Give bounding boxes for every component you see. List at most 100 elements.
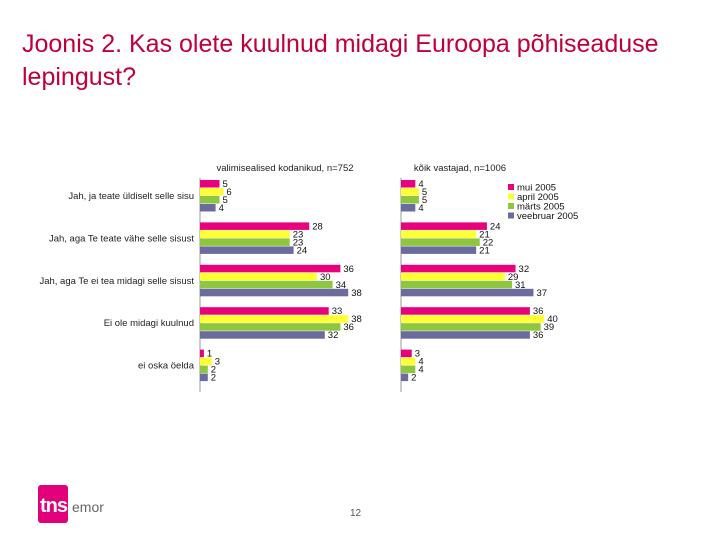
data-label: 1 (207, 349, 212, 360)
bar (200, 323, 341, 331)
bar (401, 204, 416, 212)
data-label: 3 (215, 357, 220, 368)
bar (200, 349, 204, 358)
legend-label: märts 2005 (517, 202, 565, 213)
data-label: 5 (223, 179, 228, 190)
bar (401, 188, 419, 196)
bar (401, 331, 530, 339)
bar (200, 180, 220, 188)
data-label: 32 (328, 330, 339, 341)
tns-emor-logo: tns emor (38, 485, 158, 525)
category-label: Jah, ja teate üldiselt selle sisu (68, 191, 194, 202)
bar (401, 373, 409, 382)
data-label: 5 (422, 195, 427, 206)
bar (200, 264, 341, 273)
data-label: 21 (479, 245, 490, 256)
bar (401, 288, 534, 297)
bar (200, 188, 224, 196)
category-label: Jah, aga Te teate vähe selle sisust (49, 233, 194, 244)
legend-label: april 2005 (517, 192, 559, 203)
data-label: 39 (544, 322, 555, 333)
data-label: 38 (351, 314, 362, 325)
bar (200, 365, 208, 374)
data-label: 28 (312, 221, 323, 232)
data-label: 22 (483, 237, 494, 248)
bar (401, 365, 416, 374)
bar (200, 272, 317, 281)
legend-swatch (508, 212, 514, 219)
data-label: 4 (418, 357, 423, 368)
data-label: 34 (336, 280, 347, 291)
bar (401, 180, 416, 188)
data-label: 24 (297, 245, 308, 256)
legend-label: veebruar 2005 (517, 211, 578, 222)
bar (200, 357, 212, 366)
bar (401, 230, 477, 238)
logo-mark (38, 485, 68, 523)
data-label: 32 (519, 264, 530, 275)
bar (200, 373, 208, 382)
bar (401, 349, 412, 358)
data-label: 6 (226, 187, 231, 198)
page-number: 12 (350, 508, 362, 519)
bar (200, 331, 325, 339)
data-label: 23 (293, 237, 304, 248)
data-label: 30 (320, 272, 331, 283)
bar (200, 307, 329, 315)
data-label: 5 (422, 187, 427, 198)
data-label: 29 (508, 272, 519, 283)
data-label: 4 (418, 365, 423, 376)
data-label: 21 (479, 229, 490, 240)
bar (401, 222, 487, 230)
category-label: Jah, aga Te ei tea midagi selle sisust (39, 276, 194, 287)
panel-title: kõik vastajad, n=1006 (414, 163, 506, 174)
data-label: 4 (418, 203, 423, 214)
bar (200, 204, 216, 212)
legend-swatch (508, 203, 514, 209)
data-label: 2 (211, 365, 216, 376)
data-label: 36 (343, 264, 354, 275)
data-label: 36 (533, 330, 544, 341)
bar (200, 222, 310, 230)
bar (401, 246, 477, 254)
data-label: 3 (415, 349, 420, 360)
bar (401, 357, 416, 366)
bar (200, 280, 333, 289)
bar (401, 307, 530, 315)
data-label: 2 (211, 373, 216, 384)
bar (401, 323, 541, 331)
data-label: 4 (219, 203, 224, 214)
bar (401, 280, 512, 289)
bar (200, 230, 290, 238)
category-label: Ei ole midagi kuulnud (104, 318, 194, 329)
data-label: 37 (536, 288, 547, 299)
page-title: Joonis 2. Kas olete kuulnud midagi Euroo… (22, 30, 659, 91)
bar (200, 246, 294, 254)
data-label: 36 (343, 322, 354, 333)
data-label: 5 (223, 195, 228, 206)
data-label: 23 (293, 229, 304, 240)
data-label: 2 (411, 373, 416, 384)
data-label: 4 (418, 179, 423, 190)
data-label: 33 (332, 306, 343, 317)
bar (200, 196, 220, 204)
bar (200, 315, 349, 323)
data-label: 31 (515, 280, 526, 291)
category-label: ei oska öelda (138, 361, 195, 372)
bar (401, 264, 516, 273)
logo-text-sub: emor (72, 499, 104, 515)
bar (200, 288, 349, 297)
panel-title: valimisealised kodanikud, n=752 (216, 163, 353, 174)
data-label: 40 (547, 314, 558, 325)
bar (401, 272, 505, 281)
bar (401, 315, 545, 323)
logo-text-main: tns (40, 495, 68, 517)
data-label: 36 (533, 306, 544, 317)
bar (200, 238, 290, 246)
legend-label: mui 2005 (517, 183, 556, 194)
bar (401, 238, 480, 246)
data-label: 24 (490, 221, 501, 232)
legend-swatch (508, 184, 514, 190)
data-label: 38 (351, 288, 362, 299)
